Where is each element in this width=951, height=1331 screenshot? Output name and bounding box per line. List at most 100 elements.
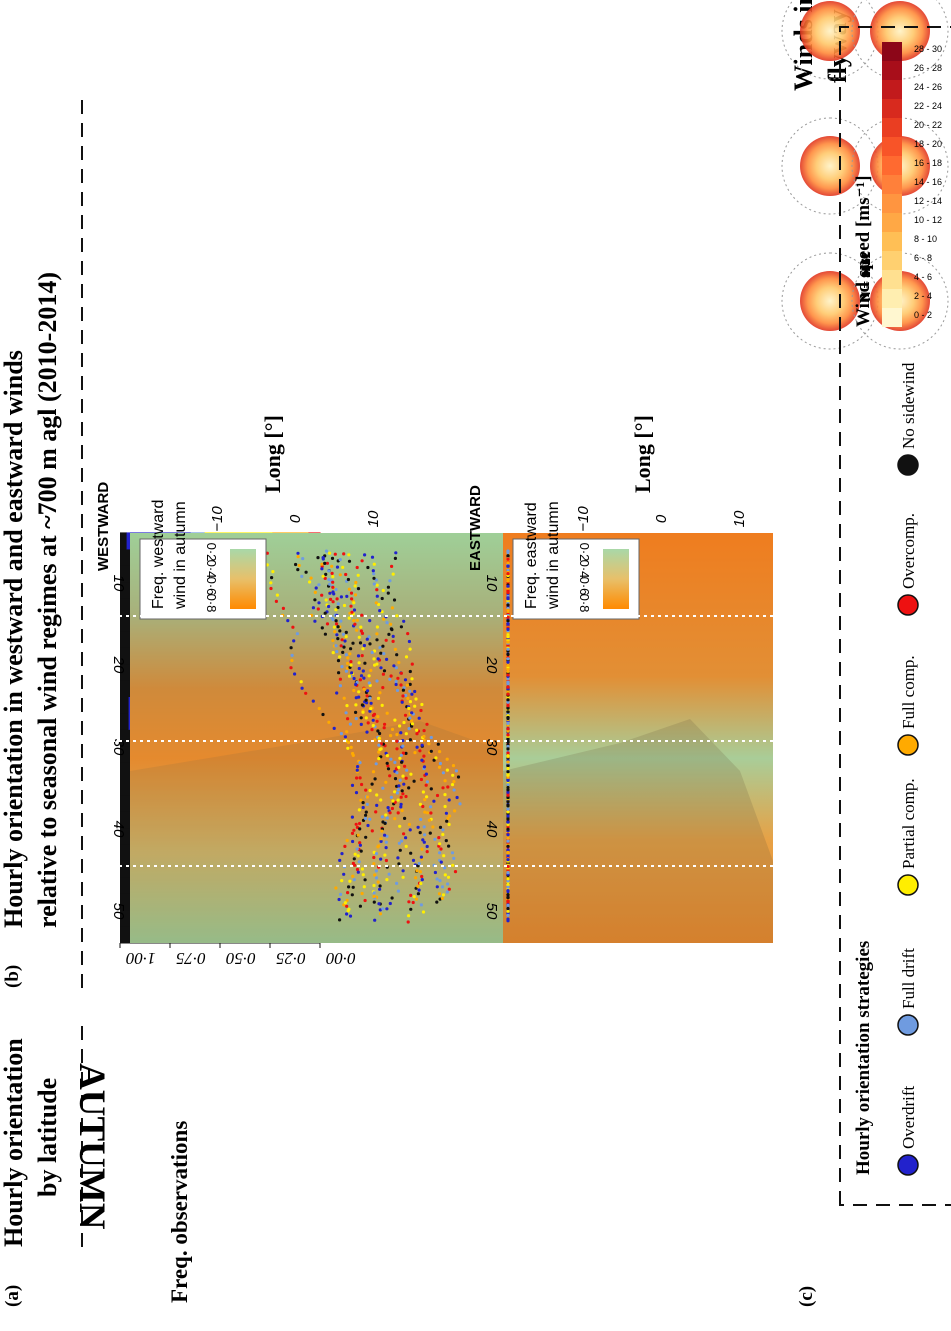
track-point: [414, 897, 419, 901]
track-point: [347, 553, 351, 557]
track-point: [438, 825, 443, 829]
track-point: [356, 654, 361, 658]
panel-b-title-line1: Hourly orientation in westward and eastw…: [0, 350, 28, 928]
track-point: [420, 874, 424, 879]
track-point: [454, 769, 458, 773]
track-point: [506, 909, 510, 913]
track-point: [347, 885, 351, 889]
track-point: [372, 572, 376, 576]
track-point: [270, 575, 274, 580]
track-point: [441, 786, 445, 790]
track-point: [383, 833, 387, 837]
track-point: [418, 831, 422, 835]
track-point: [381, 786, 385, 790]
track-point: [356, 854, 360, 858]
track-point: [331, 638, 335, 643]
wind-speed-bin-label: 14 - 16: [914, 177, 942, 187]
track-point: [345, 730, 349, 734]
eastward-map: Freq. eastward wind in autumn 0·80·60·40…: [467, 415, 773, 943]
track-point: [342, 645, 346, 649]
wind-speed-swatch: [882, 289, 902, 308]
track-point: [366, 689, 370, 693]
wind-speed-swatch: [882, 137, 902, 156]
track-point: [352, 828, 356, 832]
track-point: [408, 689, 412, 693]
track-point: [419, 903, 423, 907]
track-point: [424, 783, 428, 787]
track-point: [401, 869, 405, 873]
track-point: [346, 740, 351, 744]
track-point: [409, 851, 413, 855]
track-point: [360, 782, 364, 787]
bar-chart-axis: 0·00 0·25 0·50 0·75 1·00: [119, 942, 356, 968]
track-point: [432, 758, 436, 762]
track-point: [370, 829, 374, 833]
track-point: [506, 871, 510, 875]
track-point: [334, 886, 338, 890]
track-point: [348, 722, 352, 726]
track-point: [350, 815, 354, 819]
track-point: [334, 608, 338, 612]
track-point: [367, 674, 371, 678]
track-point: [343, 639, 347, 643]
track-point: [325, 561, 329, 565]
track-point: [420, 847, 424, 851]
track-point: [506, 790, 510, 794]
track-point: [374, 601, 378, 605]
track-point: [341, 632, 345, 636]
track-point: [377, 743, 381, 747]
track-point: [382, 726, 386, 730]
track-point: [506, 851, 510, 855]
track-point: [417, 862, 421, 866]
track-point: [382, 617, 386, 621]
track-point: [323, 561, 327, 565]
track-point: [447, 887, 451, 891]
track-point: [379, 651, 383, 655]
track-point: [382, 669, 387, 673]
track-point: [398, 724, 402, 728]
track-point: [395, 614, 399, 618]
track-point: [381, 685, 385, 690]
track-point: [351, 874, 355, 878]
wind-speed-bin-label: 18 - 20: [914, 139, 942, 149]
lat-tick-label: 50: [483, 903, 500, 920]
track-point: [286, 618, 290, 623]
track-point: [375, 679, 379, 683]
panel-c-letter: (c): [796, 1286, 817, 1307]
lat-tick-label: 50: [110, 903, 127, 920]
track-point: [396, 856, 400, 860]
track-point: [369, 706, 373, 711]
wind-speed-bin-label: 22 - 24: [914, 101, 942, 111]
track-point: [408, 738, 412, 742]
legend-tick-label: 0·6: [577, 577, 592, 596]
track-point: [434, 756, 438, 760]
track-point: [506, 820, 510, 824]
track-point: [418, 802, 422, 806]
wind-speed-bin-label: 20 - 22: [914, 120, 942, 130]
track-point: [420, 743, 424, 747]
track-point: [347, 674, 352, 678]
track-point: [361, 800, 365, 805]
track-point: [399, 802, 403, 806]
lat-tick-label: 10: [483, 575, 500, 592]
track-point: [446, 816, 450, 821]
wind-speed-bin-label: 10 - 12: [914, 215, 942, 225]
track-point: [401, 694, 405, 698]
lat-tick-label: 40: [483, 821, 500, 838]
track-point: [378, 887, 382, 891]
track-point: [376, 729, 380, 733]
track-point: [352, 688, 356, 693]
track-point: [413, 704, 417, 708]
track-point: [408, 828, 412, 832]
track-point: [338, 677, 342, 681]
track-point: [365, 730, 369, 734]
track-point: [415, 745, 419, 749]
track-point: [336, 636, 340, 641]
track-point: [381, 644, 385, 648]
track-point: [375, 594, 379, 598]
track-point: [373, 777, 377, 781]
track-point: [359, 674, 364, 678]
track-point: [344, 653, 348, 657]
track-point: [506, 564, 510, 568]
track-point: [408, 699, 412, 704]
